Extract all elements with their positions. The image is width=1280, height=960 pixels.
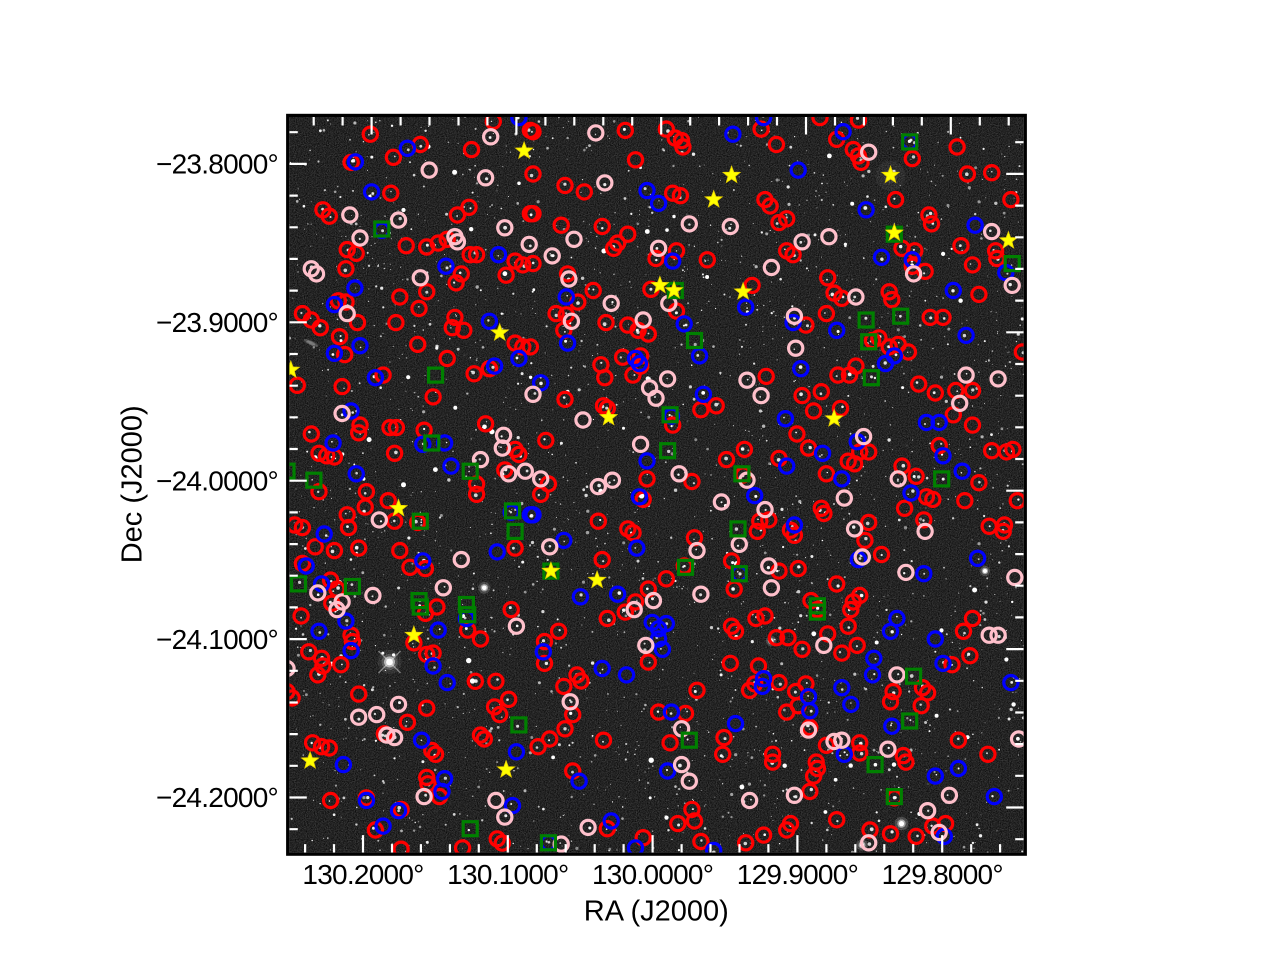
svg-text:129.9000°: 129.9000° bbox=[737, 859, 858, 890]
svg-text:−24.0000°: −24.0000° bbox=[156, 465, 278, 496]
svg-text:130.1000°: 130.1000° bbox=[447, 859, 568, 890]
svg-text:−24.2000°: −24.2000° bbox=[156, 782, 278, 813]
svg-text:129.8000°: 129.8000° bbox=[882, 859, 1003, 890]
svg-text:Dec (J2000): Dec (J2000) bbox=[117, 405, 149, 563]
svg-text:RA (J2000): RA (J2000) bbox=[584, 896, 729, 928]
svg-text:130.2000°: 130.2000° bbox=[302, 859, 423, 890]
svg-text:−24.1000°: −24.1000° bbox=[156, 624, 278, 655]
svg-text:−23.8000°: −23.8000° bbox=[156, 149, 278, 180]
svg-text:130.0000°: 130.0000° bbox=[592, 859, 713, 890]
svg-text:−23.9000°: −23.9000° bbox=[156, 307, 278, 338]
